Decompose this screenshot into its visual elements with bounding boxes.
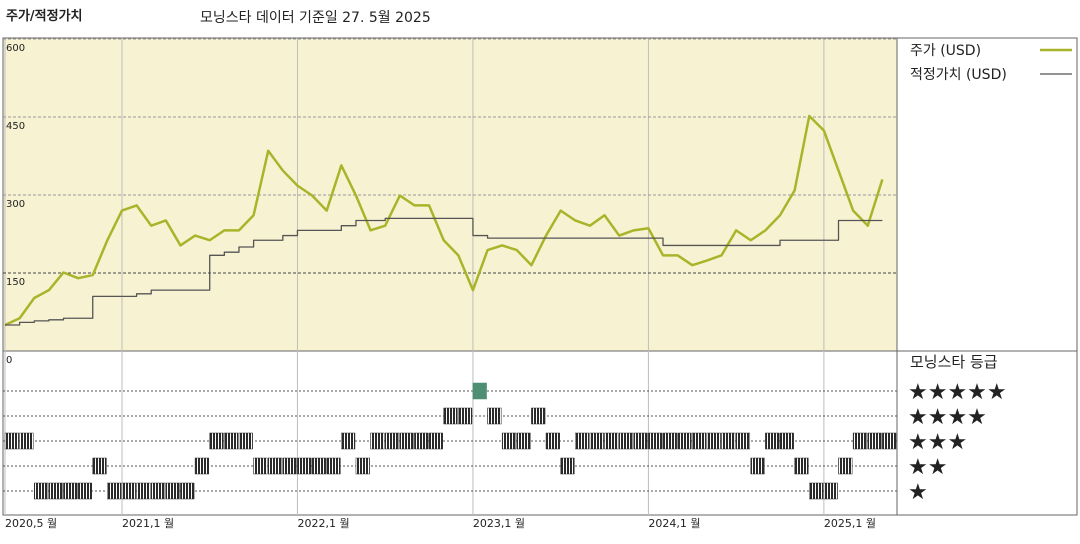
- rating-bar: [545, 432, 560, 450]
- rating-bar: [384, 432, 400, 450]
- rating-bar: [779, 432, 794, 450]
- rating-bar: [706, 432, 721, 450]
- rating-bar: [867, 432, 882, 450]
- legend-stars: ★★★★★: [908, 380, 1007, 405]
- rating-bar: [618, 432, 634, 450]
- rating-bar: [92, 457, 107, 475]
- rating-bar: [180, 482, 195, 500]
- rating-bar: [882, 432, 897, 450]
- chart-subtitle: 모닝스타 데이터 기준일 27. 5월 2025: [200, 10, 431, 26]
- rating-bar: [428, 432, 443, 450]
- rating-bar: [809, 482, 824, 500]
- line: [5, 217, 883, 326]
- x-tick-label: 2025,1 월: [824, 517, 876, 530]
- rating-bar: [19, 432, 34, 450]
- x-tick-label: 2021,1 월: [122, 517, 174, 530]
- rating-bar: [472, 382, 487, 400]
- rating-bar: [33, 482, 49, 500]
- rating-bar: [194, 457, 209, 475]
- y-tick-label: 450: [6, 121, 25, 132]
- rating-bar: [560, 457, 575, 475]
- rating-bar: [852, 432, 868, 450]
- y-tick-label: 150: [6, 277, 25, 288]
- rating-bar: [721, 432, 736, 450]
- x-tick-label: 2023,1 월: [473, 517, 525, 530]
- rating-bar: [4, 432, 19, 450]
- rating-bar: [399, 432, 414, 450]
- legend-stars: ★★: [908, 455, 947, 480]
- rating-bar: [341, 432, 356, 450]
- legend-label: 적정가치 (USD): [910, 67, 1007, 83]
- rating-bar: [48, 482, 63, 500]
- rating-bar: [735, 432, 751, 450]
- rating-bar: [224, 432, 239, 450]
- x-tick-label: 2020,5 월: [5, 517, 57, 530]
- rating-bar: [165, 482, 180, 500]
- rating-bar: [838, 457, 853, 475]
- rating-bar: [648, 432, 663, 450]
- rating-bar: [370, 432, 385, 450]
- rating-bar: [282, 457, 297, 475]
- legend-stars: ★: [908, 480, 928, 505]
- rating-bar: [589, 432, 604, 450]
- rating-bar: [765, 432, 780, 450]
- rating-bar: [662, 432, 677, 450]
- rating-bar: [267, 457, 283, 475]
- legend-stars: ★★★★: [908, 405, 987, 430]
- rating-bar: [107, 482, 122, 500]
- y-tick-label: 0: [6, 355, 12, 366]
- rating-title: 모닝스타 등급: [910, 353, 998, 371]
- rating-bar: [355, 457, 370, 475]
- rating-bar: [253, 457, 268, 475]
- rating-bar: [458, 407, 473, 425]
- line: [4, 114, 884, 327]
- rating-bar: [604, 432, 619, 450]
- rating-bar: [575, 432, 590, 450]
- rating-bar: [121, 482, 136, 500]
- rating-bar: [311, 457, 326, 475]
- rating-bar: [297, 457, 312, 475]
- rating-bar: [823, 482, 838, 500]
- y-tick-label: 300: [6, 199, 25, 210]
- chart-title: 주가/적정가치: [6, 8, 83, 24]
- rating-bar: [150, 482, 166, 500]
- rating-bar: [443, 407, 458, 425]
- legend-stars: ★★★: [908, 430, 967, 455]
- rating-bar: [238, 432, 253, 450]
- frame: [2, 37, 1078, 516]
- x-tick-label: 2024,1 월: [648, 517, 700, 530]
- rating-bar: [794, 457, 809, 475]
- rating-bar: [501, 432, 517, 450]
- rating-bar: [326, 457, 341, 475]
- rating-bar: [63, 482, 78, 500]
- rating-bar: [487, 407, 502, 425]
- rating-bar: [677, 432, 692, 450]
- rating-bar: [516, 432, 531, 450]
- rating-bar: [136, 482, 151, 500]
- rating-bar: [77, 482, 92, 500]
- rating-bar: [633, 432, 648, 450]
- rating-bar: [209, 432, 224, 450]
- rating-bar: [414, 432, 429, 450]
- rating-bar: [750, 457, 765, 475]
- x-tick-label: 2022,1 월: [297, 517, 349, 530]
- rating-bar: [692, 432, 707, 450]
- legend-label: 주가 (USD): [910, 43, 981, 59]
- y-tick-label: 600: [6, 43, 25, 54]
- rating-bar: [531, 407, 546, 425]
